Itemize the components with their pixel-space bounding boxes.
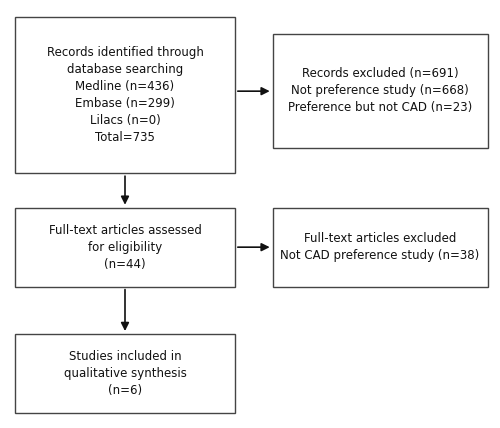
Text: Full-text articles assessed
for eligibility
(n=44): Full-text articles assessed for eligibil… [48, 224, 202, 270]
Bar [15, 334, 235, 413]
Text: Full-text articles excluded
Not CAD preference study (n=38): Full-text articles excluded Not CAD pref… [280, 232, 479, 262]
Bar [15, 17, 235, 173]
Text: Studies included in
qualitative synthesis
(n=6): Studies included in qualitative synthesi… [64, 350, 186, 397]
Text: Records identified through
database searching
Medline (n=436)
Embase (n=299)
Lil: Records identified through database sear… [46, 46, 203, 144]
Text: Records excluded (n=691)
Not preference study (n=668)
Preference but not CAD (n=: Records excluded (n=691) Not preference … [288, 68, 472, 114]
Bar [272, 208, 488, 287]
Bar [272, 34, 488, 148]
Bar [15, 208, 235, 287]
